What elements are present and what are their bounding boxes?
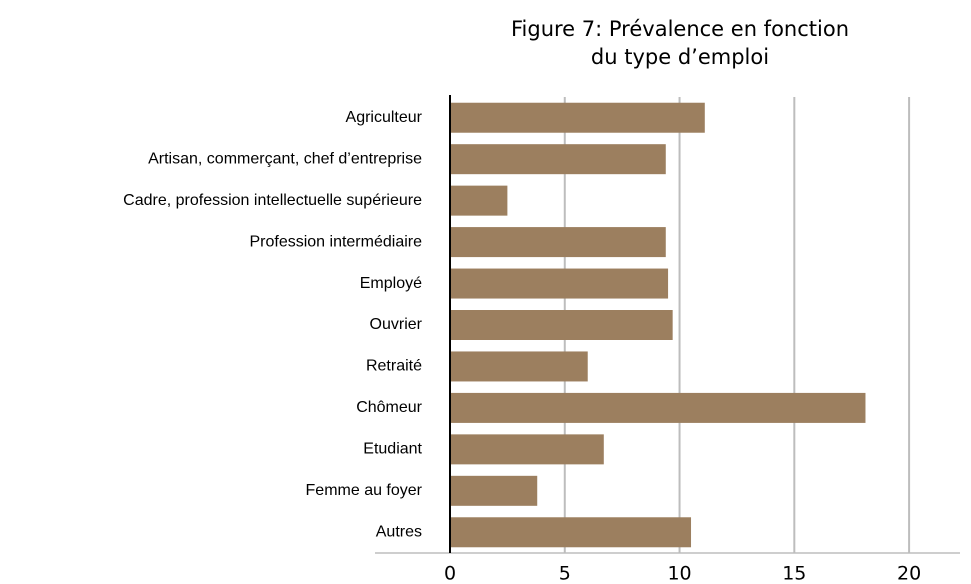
- bar: [450, 434, 604, 465]
- bar: [450, 517, 692, 548]
- bar: [450, 351, 588, 382]
- x-tick-label: 5: [559, 563, 571, 584]
- x-tick-label: 20: [897, 563, 921, 584]
- chart-title: Figure 7: Prévalence en fonction: [511, 17, 849, 41]
- y-tick-label: Agriculteur: [346, 109, 423, 126]
- y-tick-label: Femme au foyer: [306, 482, 423, 499]
- x-tick-label: 10: [667, 563, 691, 584]
- bar: [450, 102, 705, 133]
- x-tick-label: 15: [782, 563, 806, 584]
- y-tick-label: Profession intermédiaire: [249, 233, 422, 250]
- bar: [450, 227, 666, 258]
- y-tick-label: Employé: [360, 275, 422, 292]
- y-tick-label: Autres: [376, 523, 422, 540]
- bar: [450, 475, 538, 506]
- y-tick-label: Cadre, profession intellectuelle supérie…: [123, 192, 422, 209]
- y-tick-label: Ouvrier: [370, 316, 423, 333]
- bar: [450, 392, 866, 423]
- x-tick-label: 0: [444, 563, 456, 584]
- chart-title: du type d’emploi: [591, 45, 769, 69]
- y-tick-label: Retraité: [366, 358, 422, 375]
- y-tick-label: Chômeur: [356, 399, 422, 416]
- y-tick-label: Artisan, commerçant, chef d’entreprise: [148, 150, 422, 167]
- bar: [450, 310, 673, 340]
- bar: [450, 144, 666, 175]
- bar: [450, 268, 669, 299]
- y-tick-label: Etudiant: [363, 441, 422, 458]
- bar: [450, 185, 508, 216]
